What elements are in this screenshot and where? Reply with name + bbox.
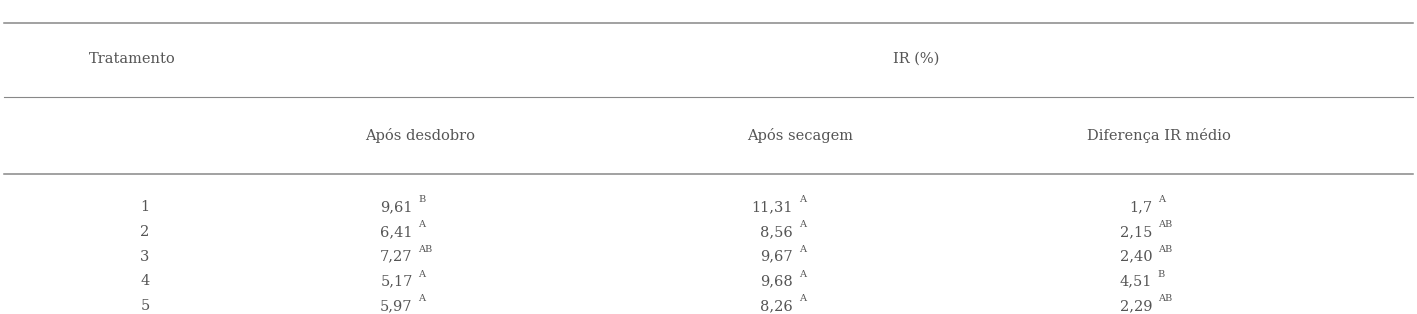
Text: AB: AB xyxy=(1158,245,1172,254)
Text: Após secagem: Após secagem xyxy=(747,128,853,143)
Text: Tratamento: Tratamento xyxy=(89,52,176,66)
Text: 1,7: 1,7 xyxy=(1129,200,1152,214)
Text: B: B xyxy=(1158,269,1165,279)
Text: AB: AB xyxy=(418,245,432,254)
Text: 4: 4 xyxy=(140,274,150,288)
Text: A: A xyxy=(799,245,806,254)
Text: B: B xyxy=(418,195,425,204)
Text: A: A xyxy=(418,269,425,279)
Text: A: A xyxy=(418,220,425,229)
Text: 6,41: 6,41 xyxy=(380,225,412,239)
Text: 7,27: 7,27 xyxy=(380,250,412,264)
Text: 8,26: 8,26 xyxy=(761,299,794,313)
Text: IR (%): IR (%) xyxy=(893,52,939,66)
Text: A: A xyxy=(799,195,806,204)
Text: 2,40: 2,40 xyxy=(1119,250,1152,264)
Text: 4,51: 4,51 xyxy=(1119,274,1152,288)
Text: A: A xyxy=(418,294,425,303)
Text: 9,68: 9,68 xyxy=(761,274,794,288)
Text: 9,67: 9,67 xyxy=(761,250,794,264)
Text: 2,29: 2,29 xyxy=(1119,299,1152,313)
Text: 5,97: 5,97 xyxy=(380,299,412,313)
Text: 3: 3 xyxy=(140,250,150,264)
Text: 2,15: 2,15 xyxy=(1119,225,1152,239)
Text: 5,17: 5,17 xyxy=(380,274,412,288)
Text: 11,31: 11,31 xyxy=(751,200,794,214)
Text: AB: AB xyxy=(1158,294,1172,303)
Text: 1: 1 xyxy=(140,200,150,214)
Text: AB: AB xyxy=(1158,220,1172,229)
Text: 5: 5 xyxy=(140,299,150,313)
Text: Diferença IR médio: Diferença IR médio xyxy=(1087,128,1231,143)
Text: 9,61: 9,61 xyxy=(380,200,412,214)
Text: A: A xyxy=(799,294,806,303)
Text: A: A xyxy=(799,220,806,229)
Text: A: A xyxy=(799,269,806,279)
Text: 8,56: 8,56 xyxy=(761,225,794,239)
Text: Após desdobro: Após desdobro xyxy=(364,128,475,143)
Text: A: A xyxy=(1158,195,1165,204)
Text: 2: 2 xyxy=(140,225,150,239)
